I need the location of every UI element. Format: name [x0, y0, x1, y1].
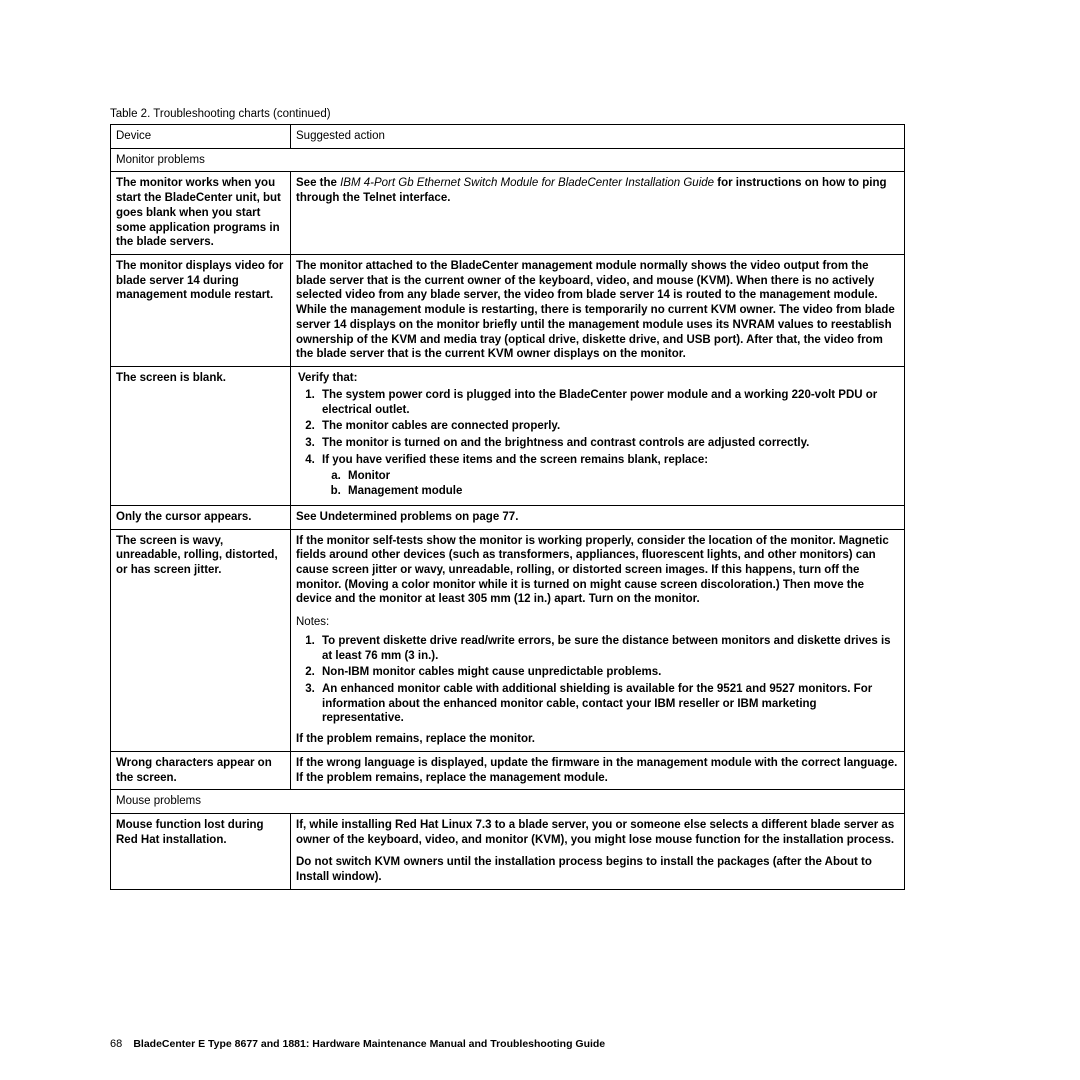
troubleshooting-table: Device Suggested action Monitor problems…	[110, 124, 905, 890]
list-item: Monitor	[344, 469, 899, 484]
action-cell: Verify that: The system power cord is pl…	[291, 367, 905, 506]
list-item: To prevent diskette drive read/write err…	[318, 634, 899, 663]
device-cell: The screen is blank.	[111, 367, 291, 506]
device-cell: The monitor displays video for blade ser…	[111, 255, 291, 367]
action-text-doc: IBM 4-Port Gb Ethernet Switch Module for…	[340, 177, 714, 189]
notes-list: To prevent diskette drive read/write err…	[296, 634, 899, 726]
footer-title: BladeCenter E Type 8677 and 1881: Hardwa…	[133, 1038, 605, 1050]
table-row: Mouse function lost during Red Hat insta…	[111, 814, 905, 890]
table-row: The monitor works when you start the Bla…	[111, 172, 905, 255]
action-cell: See Undetermined problems on page 77.	[291, 505, 905, 529]
monitor-problems-section: Monitor problems	[111, 148, 905, 172]
device-cell: The screen is wavy, unreadable, rolling,…	[111, 529, 291, 751]
list-item: Non-IBM monitor cables might cause unpre…	[318, 665, 899, 680]
header-device: Device	[111, 125, 291, 149]
list-item: The system power cord is plugged into th…	[318, 388, 899, 417]
notes-label: Notes:	[296, 615, 899, 630]
mouse-problems-section: Mouse problems	[111, 790, 905, 814]
verify-label: Verify that:	[298, 371, 899, 386]
page-number: 68	[110, 1038, 122, 1050]
table-caption: Table 2. Troubleshooting charts (continu…	[110, 108, 904, 120]
action-cell: See the IBM 4-Port Gb Ethernet Switch Mo…	[291, 172, 905, 255]
table-row: Wrong characters appear on the screen. I…	[111, 751, 905, 789]
device-cell: Only the cursor appears.	[111, 505, 291, 529]
action-cell: If the monitor self-tests show the monit…	[291, 529, 905, 751]
list-item: If you have verified these items and the…	[318, 453, 899, 499]
table-header-row: Device Suggested action	[111, 125, 905, 149]
list-item: An enhanced monitor cable with additiona…	[318, 682, 899, 726]
action-p1: If, while installing Red Hat Linux 7.3 t…	[296, 818, 899, 847]
list-item-text: If you have verified these items and the…	[322, 454, 708, 466]
page-footer: 68 BladeCenter E Type 8677 and 1881: Har…	[110, 1038, 605, 1050]
action-p2: Do not switch KVM owners until the insta…	[296, 855, 899, 884]
action-cell: If, while installing Red Hat Linux 7.3 t…	[291, 814, 905, 890]
table-row: The monitor displays video for blade ser…	[111, 255, 905, 367]
page-content: Table 2. Troubleshooting charts (continu…	[110, 108, 904, 890]
device-cell: The monitor works when you start the Bla…	[111, 172, 291, 255]
table-row: The screen is blank. Verify that: The sy…	[111, 367, 905, 506]
list-item: Management module	[344, 484, 899, 499]
list-item: The monitor cables are connected properl…	[318, 419, 899, 434]
table-row: Only the cursor appears. See Undetermine…	[111, 505, 905, 529]
action-p2: If the problem remains, replace the moni…	[296, 732, 899, 747]
table-row: The screen is wavy, unreadable, rolling,…	[111, 529, 905, 751]
monitor-section-label: Monitor problems	[111, 148, 905, 172]
replace-list: Monitor Management module	[322, 469, 899, 498]
mouse-section-label: Mouse problems	[111, 790, 905, 814]
verify-list: The system power cord is plugged into th…	[296, 388, 899, 499]
action-cell: If the wrong language is displayed, upda…	[291, 751, 905, 789]
device-cell: Wrong characters appear on the screen.	[111, 751, 291, 789]
action-text-a: See the	[296, 177, 340, 189]
action-cell: The monitor attached to the BladeCenter …	[291, 255, 905, 367]
list-item: The monitor is turned on and the brightn…	[318, 436, 899, 451]
device-cell: Mouse function lost during Red Hat insta…	[111, 814, 291, 890]
action-p1: If the monitor self-tests show the monit…	[296, 534, 899, 608]
header-action: Suggested action	[291, 125, 905, 149]
